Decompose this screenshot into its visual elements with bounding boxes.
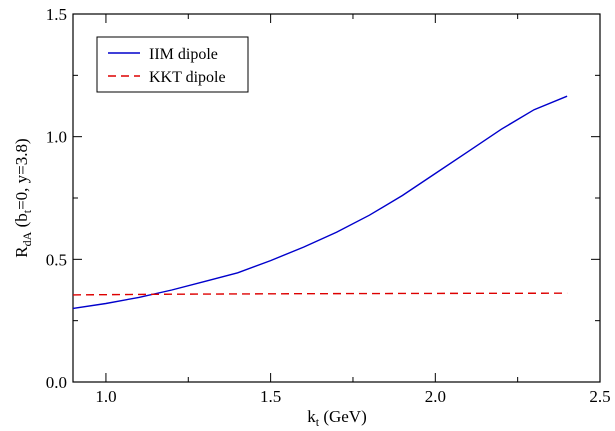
y-tick-label: 1.5 xyxy=(46,5,67,24)
x-tick-label: 2.0 xyxy=(425,387,446,406)
y-axis-ticks: 0.0 0.5 1.0 1.5 xyxy=(46,5,600,392)
x-axis-title-subscript: t xyxy=(316,415,320,429)
x-tick-label: 1.0 xyxy=(95,387,116,406)
x-axis-title-main: k xyxy=(307,407,316,426)
y-axis-title-mid: (b xyxy=(12,213,31,231)
y-axis-title-r: R xyxy=(12,246,31,258)
legend-box xyxy=(96,36,249,93)
x-tick-label: 1.5 xyxy=(260,387,281,406)
y-tick-label: 1.0 xyxy=(46,128,67,147)
y-axis-title-tail: =0, y=3.8) xyxy=(12,138,31,210)
legend: IIM dipole KKT dipole xyxy=(96,36,249,93)
series-line-kkt-dipole xyxy=(72,292,568,296)
y-axis-title: RdA (bt=0, y=3.8) xyxy=(12,138,34,257)
y-axis-title-r-subscript: dA xyxy=(20,231,34,246)
x-axis-title: kt (GeV) xyxy=(307,407,367,429)
x-axis-title-tail: (GeV) xyxy=(319,407,367,426)
x-axis-ticks: 1.0 1.5 2.0 2.5 xyxy=(95,14,611,406)
y-axis-title-b-subscript: t xyxy=(20,209,34,213)
legend-label-kkt: KKT dipole xyxy=(149,69,226,86)
series-line-iim-dipole xyxy=(72,95,568,310)
x-tick-label: 2.5 xyxy=(589,387,610,406)
y-tick-label: 0.5 xyxy=(46,250,67,269)
series-layer xyxy=(72,95,568,310)
legend-label-iim: IIM dipole xyxy=(149,46,218,63)
y-tick-label: 0.0 xyxy=(46,373,67,392)
